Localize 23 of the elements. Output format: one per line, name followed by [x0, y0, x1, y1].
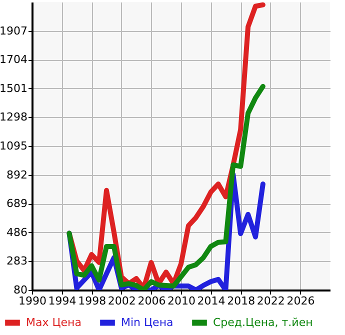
y-tick-label: 80 [14, 284, 28, 296]
x-tick-label: 2026 [286, 294, 315, 308]
y-tick-label: 892 [6, 168, 28, 182]
x-tick-label: 2006 [138, 294, 166, 308]
x-tick-label: 1998 [78, 294, 106, 308]
legend-label: Max Цена [26, 316, 82, 329]
x-tick-label: 1994 [48, 294, 76, 308]
y-tick-label: 283 [6, 254, 28, 268]
y-tick-label: 1095 [0, 140, 28, 152]
legend-label: Min Цена [121, 316, 174, 329]
y-tick-label: 1907 [0, 24, 28, 38]
x-tick-label: 1990 [18, 294, 46, 308]
y-tick-label: 689 [6, 197, 28, 210]
x-tick-label: 2022 [256, 294, 285, 308]
y-tick-label: 1704 [0, 53, 28, 66]
y-tick-label: 486 [6, 226, 28, 239]
x-tick-label: 2010 [168, 294, 196, 308]
legend-label: Сред.Цена, т.йен [213, 316, 313, 329]
y-tick-label: 1298 [0, 110, 28, 124]
x-tick-label: 2002 [108, 294, 136, 308]
x-tick-label: 2014 [197, 294, 226, 308]
y-tick-label: 1501 [0, 82, 28, 95]
x-tick-label: 2018 [227, 294, 256, 308]
